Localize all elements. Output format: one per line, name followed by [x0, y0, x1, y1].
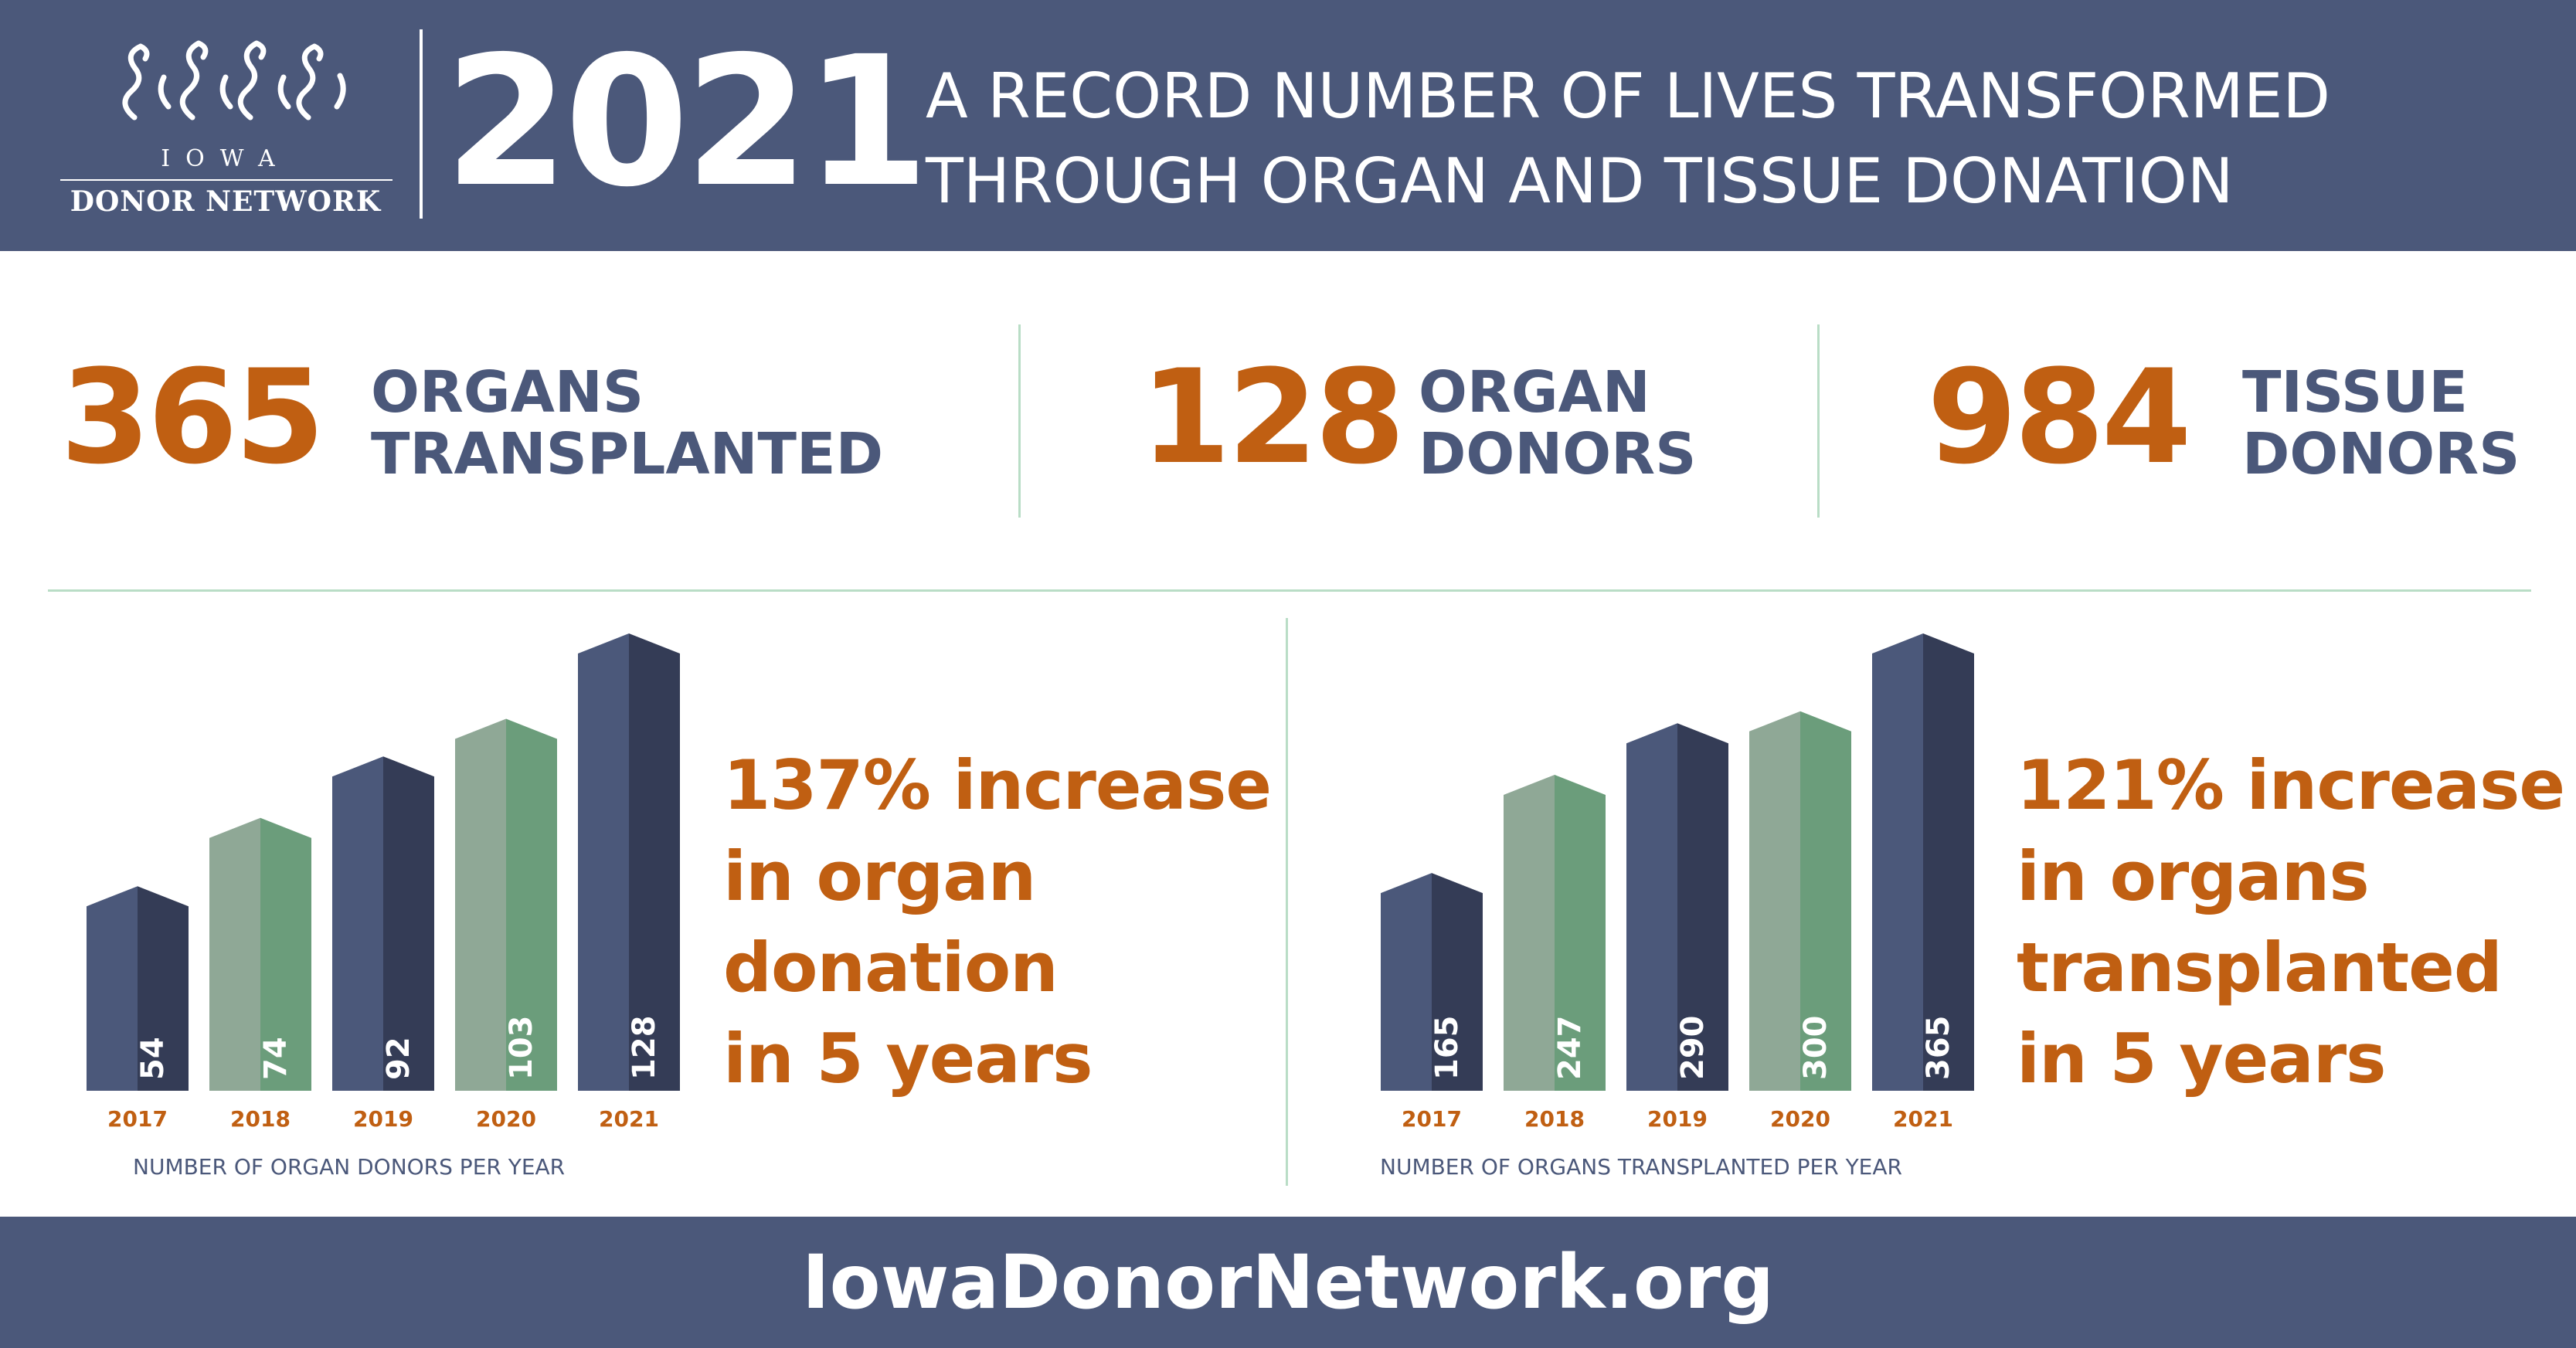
transplant-increase-callout: 121% increase in organs transplanted in …	[2017, 740, 2565, 1105]
x-tick-label: 2017	[1402, 1106, 1462, 1132]
callout-line: 137% increase	[723, 745, 1272, 825]
bar	[1749, 711, 1800, 1091]
bar-group: 128 2021	[578, 633, 680, 1132]
x-tick-label: 2020	[1770, 1106, 1830, 1132]
stat-label-line-1: ORGANS	[371, 359, 644, 426]
stat-value: 984	[1927, 341, 2192, 493]
x-tick-label: 2018	[230, 1106, 291, 1132]
bar-side	[1677, 723, 1728, 1091]
callout-line: in 5 years	[723, 1019, 1093, 1098]
bar-side	[506, 718, 557, 1091]
x-tick-label: 2020	[476, 1106, 536, 1132]
callout-line: in 5 years	[2017, 1019, 2387, 1098]
organ-donors-bar-chart: 54 2017 74 2018 92 2019 103 2020 128 2021	[87, 633, 680, 1132]
callout-line: in organs	[2017, 837, 2370, 916]
bar-side	[138, 886, 189, 1091]
logo-name-text: DONOR NETWORK	[70, 185, 382, 218]
bar	[87, 886, 138, 1091]
stat-label: TISSUE DONORS	[2242, 362, 2520, 485]
bar-side	[383, 756, 434, 1091]
bar-side	[260, 817, 311, 1091]
bar-group: 165 2017	[1381, 873, 1483, 1132]
bar-group: 92 2019	[332, 756, 434, 1132]
bar	[1872, 633, 1923, 1091]
bar-side	[1555, 774, 1606, 1091]
bar-value-label: 92	[381, 1037, 416, 1080]
stat-label: ORGAN DONORS	[1419, 362, 1696, 485]
bar	[578, 633, 629, 1091]
stat-divider	[1018, 324, 1021, 518]
stat-value: 365	[60, 341, 325, 493]
bar-group: 290 2019	[1626, 723, 1728, 1132]
headline: A RECORD NUMBER OF LIVES TRANSFORMED THR…	[926, 54, 2556, 224]
x-tick-label: 2021	[599, 1106, 659, 1132]
stat-label-line-2: DONORS	[2242, 421, 2520, 487]
bar	[1626, 723, 1677, 1091]
bar-value-label: 103	[504, 1016, 539, 1081]
bar-side	[1432, 873, 1483, 1091]
x-tick-label: 2018	[1524, 1106, 1585, 1132]
bar-value-label: 54	[135, 1037, 171, 1080]
bar-side	[1800, 711, 1851, 1091]
bar	[455, 718, 506, 1091]
section-divider	[48, 589, 2531, 592]
stat-label-line-2: TRANSPLANTED	[371, 421, 884, 487]
x-tick-label: 2019	[353, 1106, 413, 1132]
logo-iowa-text: IOWA	[161, 145, 291, 172]
bar-value-label: 247	[1552, 1016, 1588, 1081]
donor-network-figures-icon	[122, 40, 346, 121]
bar-value-label: 290	[1675, 1016, 1711, 1081]
bar-value-label: 165	[1429, 1016, 1465, 1081]
panel-divider	[1286, 618, 1288, 1186]
bar-side	[1923, 633, 1974, 1091]
organs-transplanted-bar-chart: 165 2017 247 2018 290 2019 300 2020 365 2021	[1381, 633, 1974, 1132]
report-year: 2021	[444, 18, 929, 226]
organization-logo: IOWA DONOR NETWORK	[48, 31, 403, 224]
header-banner: IOWA DONOR NETWORK 2021 A RECORD NUMBER …	[0, 0, 2576, 251]
bar	[1381, 873, 1432, 1091]
stat-value: 128	[1140, 341, 1405, 493]
x-tick-label: 2021	[1893, 1106, 1953, 1132]
callout-line: donation	[723, 928, 1059, 1007]
chart-caption: NUMBER OF ORGANS TRANSPLANTED PER YEAR	[1380, 1154, 1902, 1180]
callout-line: 121% increase	[2017, 745, 2565, 825]
bar-group: 54 2017	[87, 886, 189, 1132]
bar-group: 74 2018	[209, 817, 311, 1132]
bar	[209, 817, 260, 1091]
bar	[332, 756, 383, 1091]
header-divider	[420, 29, 423, 219]
callout-line: in organ	[723, 837, 1036, 916]
x-tick-label: 2019	[1647, 1106, 1708, 1132]
callout-line: transplanted	[2017, 928, 2503, 1007]
bar-value-label: 74	[258, 1037, 294, 1080]
logo-rule	[60, 179, 393, 181]
bar-value-label: 300	[1798, 1016, 1833, 1081]
bar-group: 103 2020	[455, 718, 557, 1132]
stat-divider	[1817, 324, 1820, 518]
headline-line-1: A RECORD NUMBER OF LIVES TRANSFORMED	[926, 60, 2330, 132]
footer-banner: IowaDonorNetwork.org	[0, 1217, 2576, 1348]
stat-label: ORGANS TRANSPLANTED	[371, 362, 883, 485]
stat-label-line-1: TISSUE	[2242, 359, 2468, 426]
headline-line-2: THROUGH ORGAN AND TISSUE DONATION	[926, 145, 2234, 217]
bar-group: 300 2020	[1749, 711, 1851, 1132]
chart-caption: NUMBER OF ORGAN DONORS PER YEAR	[133, 1154, 566, 1180]
stat-label-line-1: ORGAN	[1419, 359, 1650, 426]
bar	[1504, 774, 1555, 1091]
bar-group: 365 2021	[1872, 633, 1974, 1132]
website-link[interactable]: IowaDonorNetwork.org	[801, 1239, 1775, 1326]
stat-label-line-2: DONORS	[1419, 421, 1697, 487]
bar-group: 247 2018	[1504, 774, 1606, 1132]
bar-value-label: 365	[1921, 1016, 1956, 1081]
bar-value-label: 128	[627, 1016, 662, 1081]
donation-increase-callout: 137% increase in organ donation in 5 yea…	[723, 740, 1272, 1105]
x-tick-label: 2017	[107, 1106, 168, 1132]
bar-side	[629, 633, 680, 1091]
